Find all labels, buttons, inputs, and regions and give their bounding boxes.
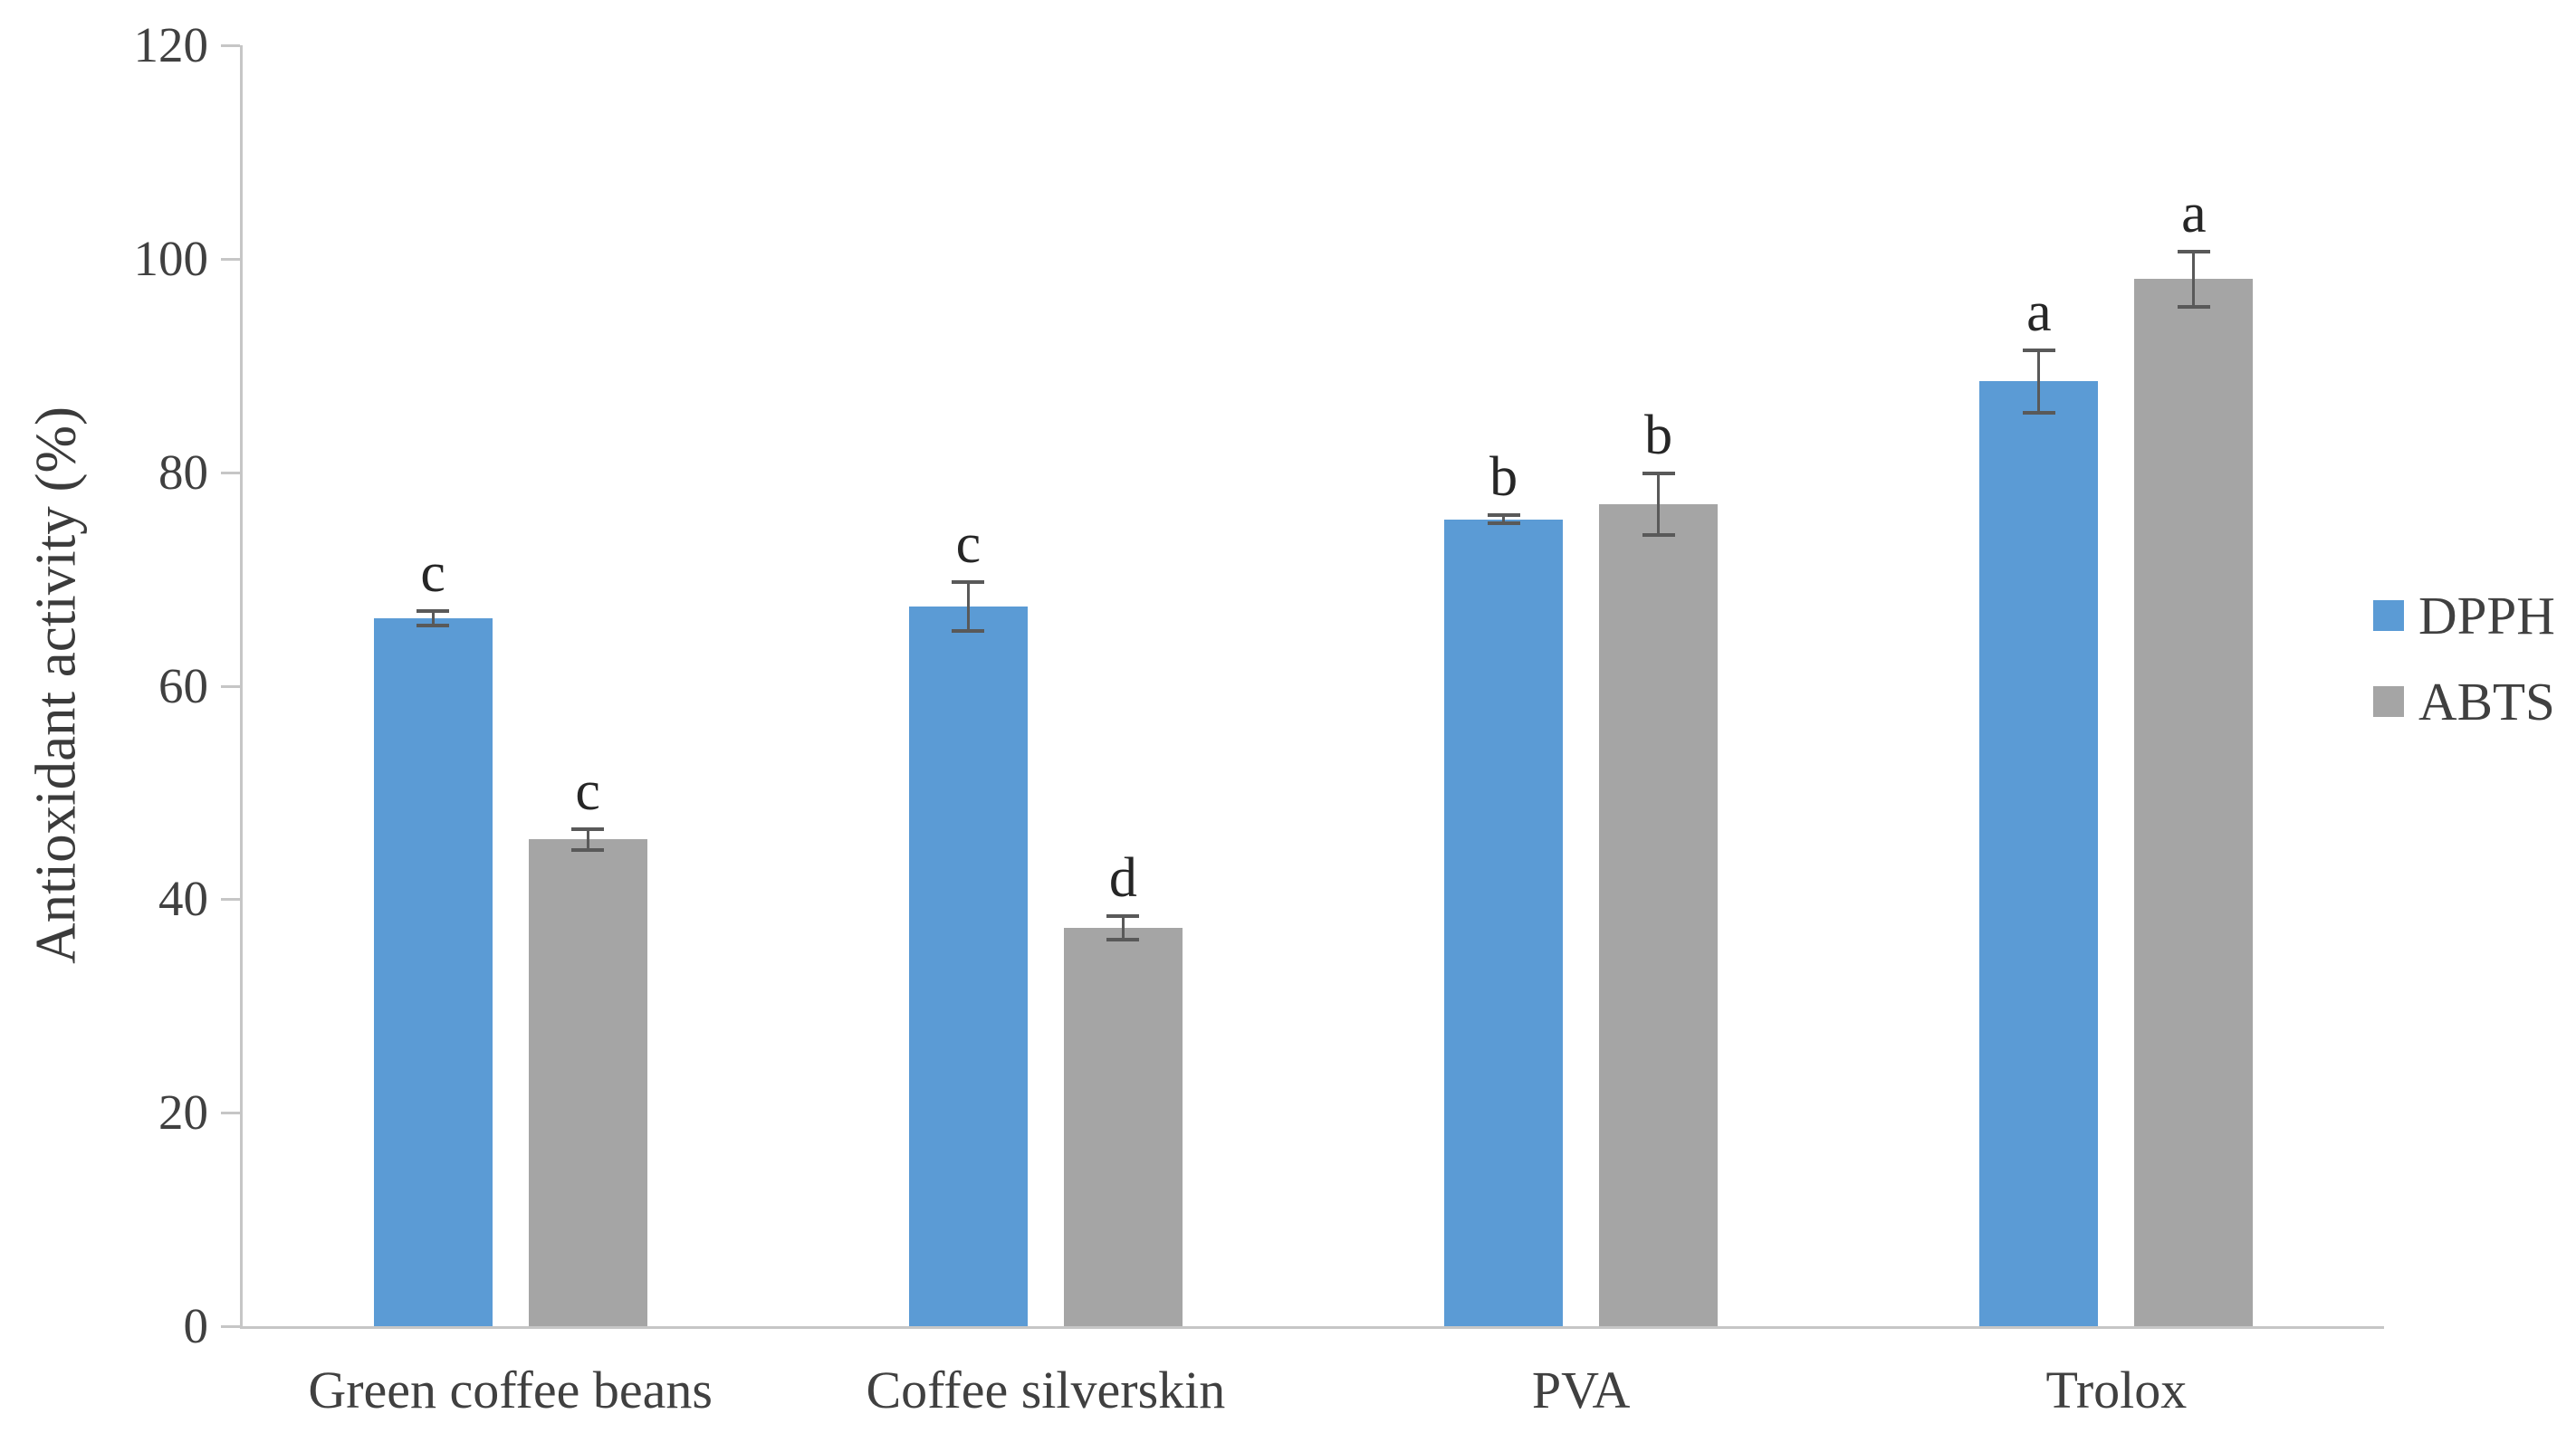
y-tick-label: 0	[183, 1298, 209, 1353]
y-tick-label: 20	[158, 1084, 208, 1141]
legend-swatch-abts	[2373, 686, 2404, 717]
error-cap-top-abts-2	[1642, 471, 1675, 475]
legend-swatch-dpph	[2373, 600, 2404, 631]
significance-letter-dpph-2: b	[1489, 445, 1518, 508]
error-bar-abts-3	[2192, 251, 2196, 307]
significance-letter-abts-0: c	[575, 759, 600, 822]
error-cap-bottom-dpph-0	[417, 624, 450, 628]
error-cap-top-dpph-1	[952, 580, 985, 585]
y-tick-mark	[221, 1112, 240, 1115]
error-bar-abts-2	[1657, 473, 1661, 536]
significance-letter-dpph-1: c	[955, 513, 982, 576]
error-cap-bottom-abts-3	[2177, 304, 2210, 309]
significance-letter-dpph-0: c	[420, 541, 445, 604]
significance-letter-abts-3: a	[2181, 182, 2207, 244]
x-category-label-1: Coffee silverskin	[866, 1361, 1226, 1419]
legend-item-dpph: DPPH	[2373, 588, 2555, 643]
bar-dpph-3	[1979, 381, 2099, 1326]
y-axis-line	[240, 45, 243, 1329]
error-cap-bottom-abts-1	[1106, 938, 1140, 942]
error-cap-top-abts-0	[571, 826, 605, 831]
y-tick-mark	[221, 898, 240, 902]
bar-dpph-1	[908, 607, 1028, 1326]
error-cap-bottom-dpph-3	[2022, 410, 2055, 415]
x-axis-line	[240, 1326, 2384, 1329]
bar-abts-0	[528, 839, 647, 1326]
error-cap-top-abts-1	[1106, 914, 1140, 919]
y-tick-label: 60	[158, 657, 208, 713]
bar-abts-2	[1599, 504, 1719, 1326]
y-tick-mark	[221, 257, 240, 261]
error-cap-top-dpph-3	[2022, 349, 2055, 353]
error-bar-dpph-2	[1502, 514, 1506, 524]
error-cap-bottom-abts-0	[571, 848, 605, 853]
error-cap-bottom-dpph-2	[1487, 521, 1520, 526]
error-bar-abts-1	[1121, 916, 1125, 941]
legend-item-abts: ABTS	[2373, 674, 2555, 729]
y-tick-mark	[221, 471, 240, 474]
bar-dpph-0	[373, 618, 493, 1326]
error-bar-abts-0	[586, 828, 589, 851]
bar-dpph-2	[1444, 519, 1564, 1326]
error-cap-top-dpph-2	[1487, 512, 1520, 517]
y-tick-mark	[221, 684, 240, 688]
error-cap-top-dpph-0	[417, 608, 450, 613]
y-tick-label: 40	[158, 871, 208, 927]
bar-abts-3	[2134, 279, 2254, 1326]
legend-label-abts: ABTS	[2418, 672, 2555, 731]
error-cap-top-abts-3	[2177, 249, 2210, 253]
error-cap-bottom-dpph-1	[952, 629, 985, 634]
error-bar-dpph-3	[2037, 350, 2041, 413]
y-tick-mark	[221, 1325, 240, 1328]
y-tick-label: 120	[133, 17, 209, 72]
y-tick-mark	[221, 44, 240, 47]
y-tick-label: 80	[158, 444, 208, 500]
bar-abts-1	[1063, 928, 1183, 1326]
x-category-label-3: Trolox	[2045, 1361, 2188, 1419]
error-bar-dpph-0	[431, 610, 435, 626]
significance-letter-dpph-3: a	[2026, 282, 2052, 344]
legend-label-dpph: DPPH	[2418, 586, 2555, 645]
x-category-label-2: PVA	[1531, 1361, 1631, 1419]
significance-letter-abts-1: d	[1108, 847, 1137, 910]
error-bar-dpph-1	[966, 582, 970, 632]
y-tick-label: 100	[133, 230, 209, 286]
significance-letter-abts-2: b	[1644, 404, 1673, 466]
x-category-label-0: Green coffee beans	[308, 1361, 713, 1419]
error-cap-bottom-abts-2	[1642, 533, 1675, 538]
